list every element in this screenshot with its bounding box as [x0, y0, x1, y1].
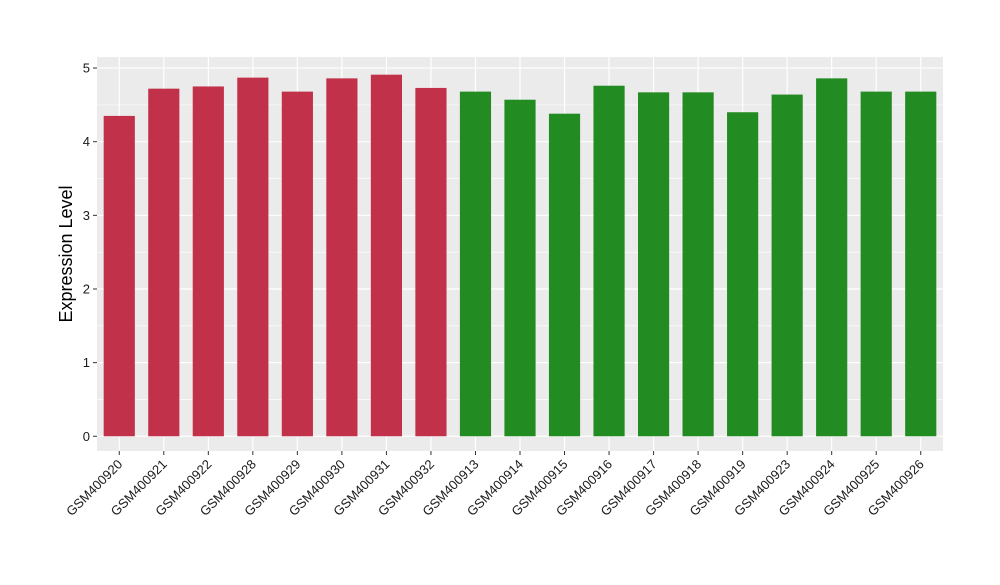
bar-gsm400914 [504, 99, 536, 437]
bar-gsm400918 [682, 92, 714, 437]
bar-gsm400924 [816, 78, 848, 437]
bar-gsm400922 [192, 86, 224, 437]
bar-gsm400925 [860, 91, 892, 437]
y-tick-label: 5 [83, 61, 90, 76]
bar-gsm400919 [727, 112, 759, 437]
bar-gsm400915 [548, 113, 581, 437]
bar-gsm400917 [637, 92, 670, 437]
y-axis-title: Expression Level [56, 185, 76, 322]
y-tick-label: 0 [83, 429, 90, 444]
bar-gsm400931 [370, 74, 403, 437]
bar-gsm400921 [148, 88, 180, 437]
y-tick-label: 2 [83, 281, 90, 296]
bar-gsm400920 [103, 115, 135, 437]
bars [103, 74, 937, 437]
y-tick-label: 4 [83, 134, 90, 149]
bar-gsm400930 [326, 78, 358, 437]
bar-gsm400929 [281, 91, 313, 437]
bar-gsm400923 [771, 94, 803, 437]
bar-gsm400916 [593, 85, 625, 437]
y-tick-label: 3 [83, 208, 90, 223]
y-tick-label: 1 [83, 355, 90, 370]
bar-gsm400926 [905, 91, 937, 437]
bar-gsm400932 [415, 87, 447, 437]
bar-gsm400928 [237, 77, 269, 437]
y-axis: 0 1 2 3 4 5 [83, 61, 97, 444]
bar-gsm400913 [459, 91, 492, 437]
x-axis: GSM400920GSM400921GSM400922GSM400928GSM4… [63, 451, 927, 519]
